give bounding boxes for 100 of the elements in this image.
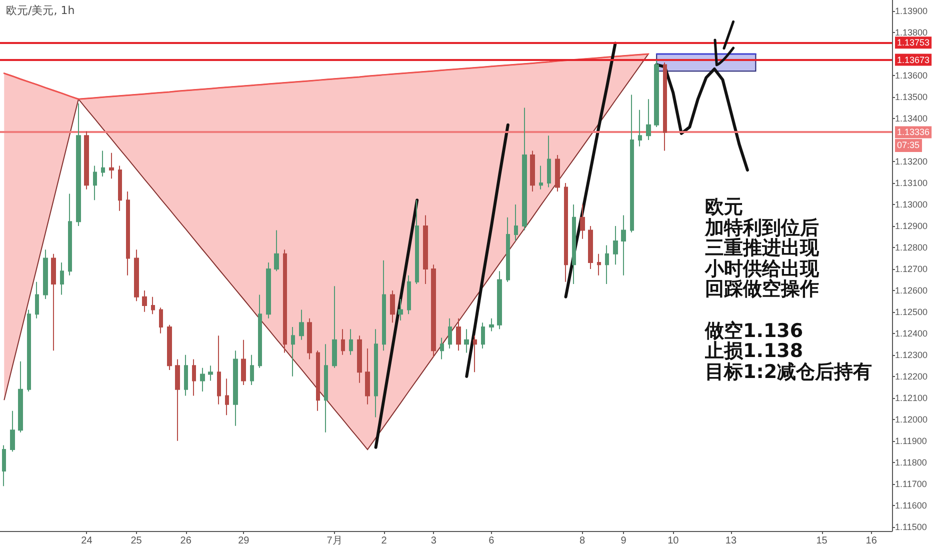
annotation: 小时供给出现 xyxy=(705,258,820,280)
candlestick xyxy=(299,309,304,340)
candlestick xyxy=(514,204,518,242)
candlestick xyxy=(274,230,279,272)
candlestick xyxy=(489,318,494,332)
candlestick xyxy=(109,152,114,180)
y-tick-label: 1.13100 xyxy=(895,178,928,188)
line-series xyxy=(3,53,650,100)
y-tick-label: 1.12200 xyxy=(895,371,928,382)
candlestick xyxy=(440,337,444,360)
x-tick-label: 25 xyxy=(130,536,142,546)
candlestick xyxy=(374,328,378,418)
candlestick xyxy=(151,296,155,315)
ref-line-label: 1.13673 xyxy=(897,54,930,65)
ref-line-label: 1.13753 xyxy=(897,38,930,48)
y-tick-label: 1.11700 xyxy=(895,478,927,489)
candlestick xyxy=(539,165,543,190)
candlestick xyxy=(382,260,386,352)
candlestick xyxy=(473,335,477,373)
candlestick xyxy=(200,367,205,392)
candlestick xyxy=(316,350,320,412)
candlestick xyxy=(341,328,345,356)
candlestick xyxy=(547,135,551,188)
annotation: 目标1:2减仓后持有 xyxy=(705,360,872,382)
candlestick xyxy=(597,253,601,276)
y-tick-label: 1.11800 xyxy=(895,457,927,468)
candlestick xyxy=(68,193,72,276)
candlestick xyxy=(60,262,64,296)
candlestick xyxy=(43,249,48,300)
candlestick xyxy=(76,102,81,226)
candlestick xyxy=(332,286,337,368)
candlestick xyxy=(456,318,461,352)
candlestick xyxy=(18,360,23,433)
x-tick-label: 3 xyxy=(430,536,437,546)
x-tick-label: 6 xyxy=(488,536,495,546)
chart-title: 欧元/美元, 1h xyxy=(6,3,75,18)
candlestick xyxy=(167,324,172,370)
candlestick xyxy=(217,335,221,405)
candlestick xyxy=(522,107,527,231)
candlestick xyxy=(208,365,213,382)
candlestick xyxy=(448,318,452,349)
x-tick-label: 2 xyxy=(381,536,388,546)
candlestick xyxy=(10,410,15,452)
x-tick-label: 16 xyxy=(866,536,878,546)
line-series xyxy=(465,123,510,378)
candlestick xyxy=(283,249,287,354)
candlestick xyxy=(415,200,419,284)
candlestick xyxy=(233,350,238,426)
candlestick xyxy=(225,378,229,416)
candlestick xyxy=(431,264,436,358)
candlestick xyxy=(654,60,659,128)
x-tick-label: 29 xyxy=(238,536,250,546)
candlestick xyxy=(365,348,370,405)
candlestick xyxy=(84,130,89,190)
candlestick xyxy=(605,244,609,284)
annotation: 三重推进出现 xyxy=(705,237,820,259)
candlestick xyxy=(159,307,163,334)
candlestick xyxy=(27,309,31,392)
candlestick xyxy=(621,214,626,276)
candlestick xyxy=(613,225,618,266)
candlestick xyxy=(266,262,271,319)
candlestick xyxy=(2,444,6,487)
candlestick xyxy=(101,150,105,177)
annotation: 回踩做空操作 xyxy=(705,278,820,300)
candlestick xyxy=(142,290,147,312)
x-tick-label: 26 xyxy=(180,536,192,546)
candlestick xyxy=(555,154,560,192)
x-tick-label: 24 xyxy=(81,536,93,546)
annotation: 止损1.138 xyxy=(705,340,804,362)
candlestick xyxy=(580,204,585,240)
candlestick xyxy=(407,274,411,315)
y-tick-label: 1.11500 xyxy=(895,522,927,532)
candlestick xyxy=(184,354,188,396)
candlestick xyxy=(51,253,56,352)
x-tick-label: 7月 xyxy=(326,536,342,546)
y-tick-label: 1.13500 xyxy=(895,92,928,102)
candlestick xyxy=(390,290,395,324)
candlestick xyxy=(464,328,469,354)
candlestick xyxy=(134,249,139,302)
y-tick-label: 1.11600 xyxy=(895,500,927,510)
y-tick-label: 1.12800 xyxy=(895,242,928,252)
y-tick-label: 1.12100 xyxy=(895,392,928,403)
x-tick-label: 15 xyxy=(816,536,828,546)
candlestick xyxy=(530,150,535,192)
x-tick-label: 8 xyxy=(579,536,586,546)
candlestick xyxy=(663,62,667,152)
candlestick xyxy=(481,322,485,349)
candlestick xyxy=(126,191,130,276)
candlestick xyxy=(564,182,568,282)
y-tick-label: 1.12400 xyxy=(895,328,928,338)
line-series xyxy=(655,63,749,172)
y-tick-label: 1.12300 xyxy=(895,350,928,360)
x-tick-label: 10 xyxy=(668,536,680,546)
candlestick xyxy=(175,358,180,442)
y-tick-label: 1.13400 xyxy=(895,113,928,124)
candlestick xyxy=(638,109,642,147)
annotation: 做空1.136 xyxy=(705,320,804,342)
candlestick xyxy=(572,204,576,284)
candlestick xyxy=(423,214,428,284)
candlestick xyxy=(630,94,634,233)
